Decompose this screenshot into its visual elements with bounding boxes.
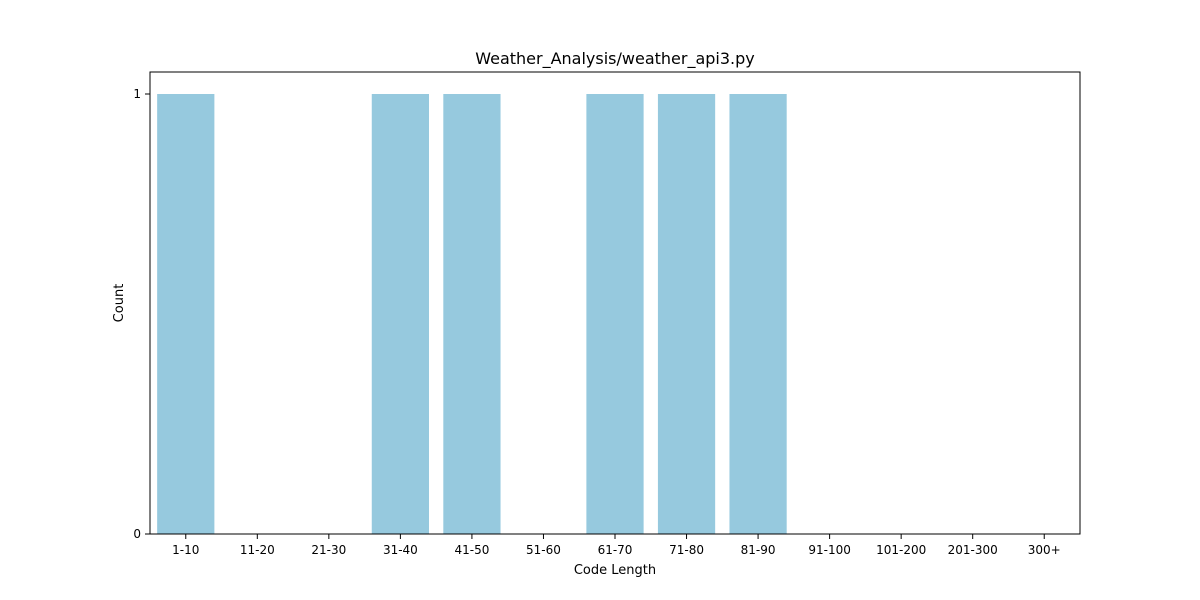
- bar-71-80: [657, 94, 716, 534]
- x-tick-label: 201-300: [948, 543, 998, 557]
- bar-1-10: [157, 94, 215, 534]
- x-tick-label: 21-30: [311, 543, 346, 557]
- y-axis-label: Count: [112, 284, 127, 323]
- bars-layer: [157, 94, 787, 534]
- x-tick-label: 31-40: [383, 543, 418, 557]
- x-tick-label: 91-100: [808, 543, 851, 557]
- x-tick-label: 41-50: [454, 543, 489, 557]
- x-tick-label: 61-70: [598, 543, 633, 557]
- bar-61-70: [586, 94, 644, 534]
- y-tick-label: 1: [133, 87, 141, 101]
- chart-title: Weather_Analysis/weather_api3.py: [475, 49, 755, 69]
- x-tick-label: 51-60: [526, 543, 561, 557]
- x-axis-label: Code Length: [574, 563, 656, 578]
- x-tick-label: 1-10: [172, 543, 199, 557]
- bar-41-50: [443, 94, 501, 534]
- plot-frame: [149, 71, 1081, 535]
- y-axis-ticks: 01: [133, 87, 150, 541]
- bar-31-40: [371, 94, 429, 534]
- x-tick-label: 11-20: [240, 543, 275, 557]
- x-tick-label: 300+: [1028, 543, 1061, 557]
- bar-81-90: [729, 94, 787, 534]
- x-tick-label: 101-200: [876, 543, 926, 557]
- y-tick-label: 0: [133, 527, 141, 541]
- x-tick-label: 81-90: [741, 543, 776, 557]
- x-axis-ticks: 1-10 11-20 21-30 31-40 41-50 51-60 61-70 71-80 8…: [172, 534, 1061, 557]
- x-tick-label: 71-80: [669, 543, 704, 557]
